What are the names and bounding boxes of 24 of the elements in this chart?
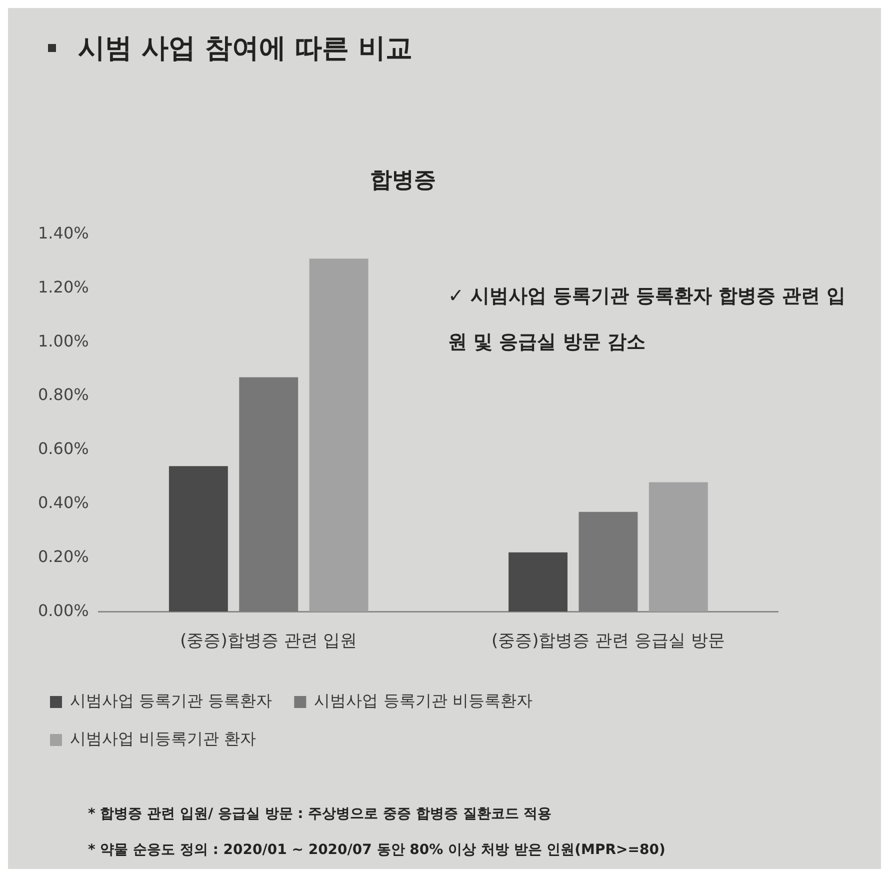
legend-label: 시범사업 등록기관 등록환자 — [70, 691, 272, 710]
text: * 합병증 관련 입원/ 응급실 방문 : 주상병으로 중증 합병증 질환코드 적용 — [88, 805, 553, 824]
bar — [239, 377, 298, 612]
y-tick-label: 0.40% — [38, 492, 89, 512]
y-tick-label: 1.20% — [38, 277, 89, 296]
bar — [578, 512, 638, 612]
y-tick-label: 0.00% — [38, 600, 89, 620]
text: * 약물 순응도 정의 : 2020/01 ~ 2020/07 동안 80% 이상 처방 받은 인원(MPR>=80) — [88, 841, 666, 860]
bar — [168, 466, 228, 612]
x-tick-label: (중증)합병증 관련 응급실 방문 — [491, 631, 725, 652]
chart-title: 시범 사업 참여에 따른 비교 — [78, 32, 413, 66]
y-tick-label: 0.20% — [38, 546, 89, 566]
bar — [309, 258, 368, 612]
bar — [508, 552, 568, 612]
text: ✓ 시범사업 등록기관 등록환자 합병증 관련 입원 및 응급실 방문 감소 — [448, 285, 846, 353]
chart-subtitle: 합병증 — [370, 168, 436, 193]
y-tick-label: 0.80% — [38, 385, 89, 404]
y-tick-label: 0.60% — [38, 439, 89, 458]
bar — [648, 482, 708, 612]
y-tick-label: 1.00% — [38, 331, 89, 350]
y-tick-label: 1.40% — [38, 224, 89, 243]
legend-label: 시범사업 등록기관 비등록환자 — [314, 691, 532, 710]
legend-label: 시범사업 비등록기관 환자 — [70, 729, 256, 748]
x-tick-label: (중증)합병증 관련 입원 — [180, 631, 358, 652]
